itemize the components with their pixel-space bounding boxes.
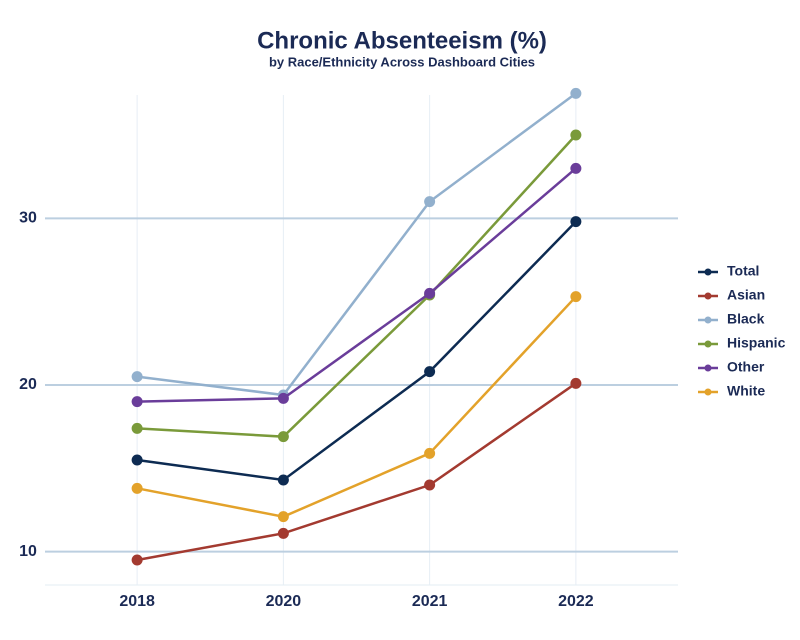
- series-line: [136, 295, 577, 518]
- series-point: [277, 392, 289, 404]
- legend-label: White: [727, 383, 765, 399]
- y-tick-label: 30: [19, 210, 37, 227]
- series-point: [570, 129, 582, 141]
- series-point: [570, 291, 582, 303]
- legend-label: Hispanic: [727, 335, 786, 351]
- series-point: [131, 482, 143, 494]
- series-point: [424, 447, 436, 459]
- x-tick-label: 2020: [266, 593, 302, 610]
- series-point: [424, 479, 436, 491]
- series-point: [131, 454, 143, 466]
- series-point: [424, 196, 436, 208]
- legend-label: Black: [727, 311, 765, 327]
- series-point: [570, 162, 582, 174]
- series-point: [570, 87, 582, 99]
- legend-label: Other: [727, 359, 765, 375]
- y-tick-label: 10: [19, 543, 37, 560]
- y-tick-label: 20: [19, 376, 37, 393]
- series-point: [131, 554, 143, 566]
- series-point: [131, 371, 143, 383]
- series-line: [137, 134, 577, 438]
- x-tick-label: 2018: [119, 593, 155, 610]
- series-point: [277, 527, 289, 539]
- series-line: [136, 220, 577, 482]
- legend-swatch-dot: [704, 340, 712, 348]
- legend-label: Asian: [727, 287, 765, 303]
- legend-swatch-dot: [704, 292, 712, 300]
- series-line: [137, 167, 577, 403]
- legend-swatch-dot: [704, 268, 712, 276]
- chart-title: Chronic Absenteeism (%): [257, 27, 547, 54]
- x-tick-label: 2022: [558, 593, 594, 610]
- series-point: [277, 511, 289, 523]
- series-point: [424, 287, 436, 299]
- x-tick-label: 2021: [412, 593, 448, 610]
- legend-swatch-dot: [704, 364, 712, 372]
- series-point: [424, 366, 436, 378]
- legend-swatch-dot: [704, 388, 712, 396]
- chart-subtitle: by Race/Ethnicity Across Dashboard Citie…: [269, 54, 535, 69]
- series-line: [136, 382, 577, 562]
- legend-label: Total: [727, 263, 759, 279]
- series-point: [131, 422, 143, 434]
- series-point: [570, 216, 582, 228]
- series-line: [136, 92, 577, 397]
- legend-swatch-dot: [704, 316, 712, 324]
- series-point: [570, 377, 582, 389]
- series-point: [277, 474, 289, 486]
- series-point: [277, 431, 289, 443]
- series-point: [131, 396, 143, 408]
